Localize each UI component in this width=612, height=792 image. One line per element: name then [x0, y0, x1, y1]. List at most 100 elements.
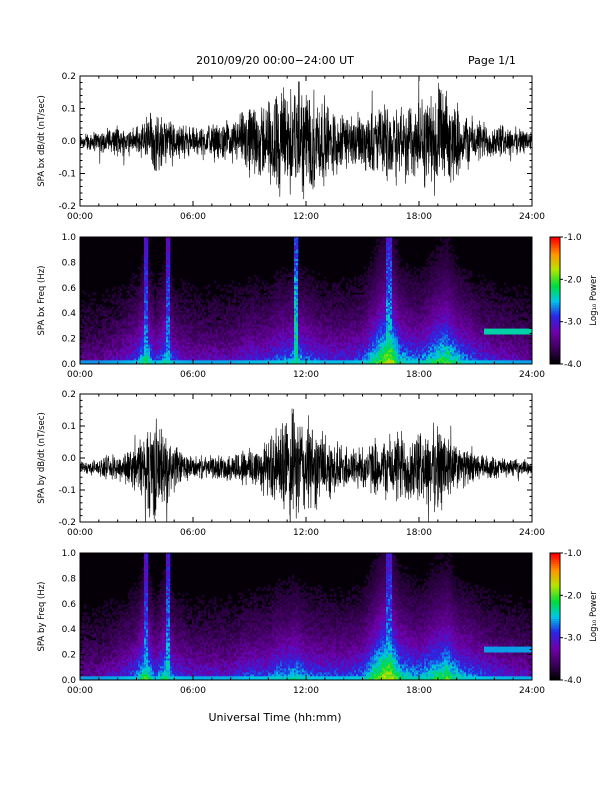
spectrogram-cell: [162, 276, 165, 279]
spectrogram-cell: [138, 322, 141, 325]
spectrogram-cell: [80, 330, 83, 333]
spectrogram-cell: [142, 292, 145, 295]
spectrogram-cell: [168, 298, 171, 301]
spectrogram-cell: [140, 282, 143, 285]
spectrogram-cell: [168, 238, 171, 242]
spectrogram-cell: [184, 356, 187, 359]
spectrogram-cell: [108, 348, 111, 351]
spectrogram-cell: [118, 350, 121, 353]
spectrogram-cell: [124, 354, 127, 357]
spectrogram-cell: [120, 330, 123, 333]
spectrogram-cell: [178, 298, 181, 301]
spectrogram-cell: [174, 362, 177, 365]
spectrogram-cell: [82, 334, 85, 337]
spectrogram-cell: [108, 332, 111, 335]
spectrogram-cell: [112, 340, 115, 343]
spectrogram-cell: [148, 336, 151, 339]
spectrogram-cell: [136, 348, 139, 351]
spectrogram-cell: [162, 344, 165, 347]
spectrogram-cell: [132, 322, 135, 325]
spectrogram-cell: [152, 326, 155, 329]
spectrogram-cell: [82, 322, 85, 325]
spectrogram-cell: [148, 312, 151, 315]
spectrogram-cell: [176, 298, 179, 301]
spectrogram-cell: [150, 354, 153, 357]
spectrogram-cell: [158, 298, 161, 301]
spectrogram-cell: [100, 352, 103, 355]
spectrogram-cell: [158, 346, 161, 349]
spectrogram-cell: [176, 342, 179, 345]
spectrogram-cell: [146, 324, 149, 327]
spectrogram-cell: [110, 308, 113, 311]
spectrogram-cell: [154, 328, 157, 331]
spectrogram-cell: [166, 342, 169, 345]
spectrogram-cell: [82, 342, 85, 345]
spectrogram-cell: [160, 310, 163, 313]
spectrogram-cell: [164, 340, 167, 343]
spectrogram-cell: [126, 318, 129, 321]
spectrogram-cell: [166, 276, 169, 279]
spectrogram-cell: [112, 288, 115, 291]
spectrogram-cell: [108, 360, 111, 363]
spectrogram-cell: [168, 274, 171, 277]
spectrogram-cell: [166, 358, 169, 361]
spectrogram-cell: [178, 346, 181, 349]
spectrogram-cell: [128, 304, 131, 307]
spectrogram-cell: [166, 284, 169, 287]
spectrogram-cell: [90, 330, 93, 333]
spectrogram-cell: [110, 358, 113, 361]
spectrogram-cell: [134, 336, 137, 339]
spectrogram-cell: [100, 338, 103, 341]
spectrogram-cell: [162, 336, 165, 339]
spectrogram-cell: [84, 358, 87, 361]
spectrogram-cell: [104, 324, 107, 327]
spectrogram-cell: [124, 306, 127, 309]
spectrogram-cell: [92, 310, 95, 313]
spectrogram-cell: [112, 338, 115, 341]
spectrogram-cell: [188, 316, 191, 319]
spectrogram-cell: [104, 310, 107, 313]
spectrogram-cell: [118, 322, 121, 325]
spectrogram-cell: [116, 338, 119, 341]
spectrogram-cell: [118, 286, 121, 289]
spectrogram-cell: [186, 348, 189, 351]
spectrogram-cell: [132, 300, 135, 303]
spectrogram-cell: [112, 296, 115, 299]
spectrogram-cell: [162, 358, 165, 361]
spectrogram-cell: [166, 306, 169, 309]
spectrogram-cell: [146, 286, 149, 289]
spectrogram-cell: [162, 304, 165, 307]
spectrogram-cell: [132, 272, 135, 275]
spectrogram-cell: [164, 260, 167, 264]
spectrogram-cell: [148, 300, 151, 303]
spectrogram-cell: [86, 354, 89, 357]
spectrogram-cell: [168, 242, 171, 246]
spectrogram-cell: [186, 326, 189, 329]
spectrogram-cell: [80, 326, 83, 329]
spectrogram-cell: [168, 348, 171, 351]
spectrogram-cell: [144, 238, 147, 242]
spectrogram-cell: [118, 332, 121, 335]
spectrogram-cell: [154, 320, 157, 323]
spectrogram-cell: [170, 306, 173, 309]
spectrogram-cell: [146, 238, 149, 242]
spectrogram-cell: [144, 334, 147, 337]
spectrogram-cell: [134, 314, 137, 317]
spectrogram-cell: [122, 316, 125, 319]
spectrogram-cell: [164, 352, 167, 355]
spectrogram-cell: [184, 334, 187, 337]
spectrogram-cell: [118, 326, 121, 329]
spectrogram-cell: [174, 308, 177, 311]
spectrogram-cell: [136, 330, 139, 333]
spectrogram-cell: [182, 344, 185, 347]
spectrogram-cell: [156, 326, 159, 329]
spectrogram-cell: [112, 342, 115, 345]
spectrogram-cell: [108, 312, 111, 315]
spectrogram-cell: [146, 276, 149, 279]
spectrogram-cell: [168, 344, 171, 347]
spectrogram-cell: [190, 350, 193, 353]
spectrogram-cell: [106, 326, 109, 329]
spectrogram-cell: [142, 348, 145, 351]
spectrogram-cell: [122, 356, 125, 359]
spectrogram-cell: [150, 278, 153, 281]
